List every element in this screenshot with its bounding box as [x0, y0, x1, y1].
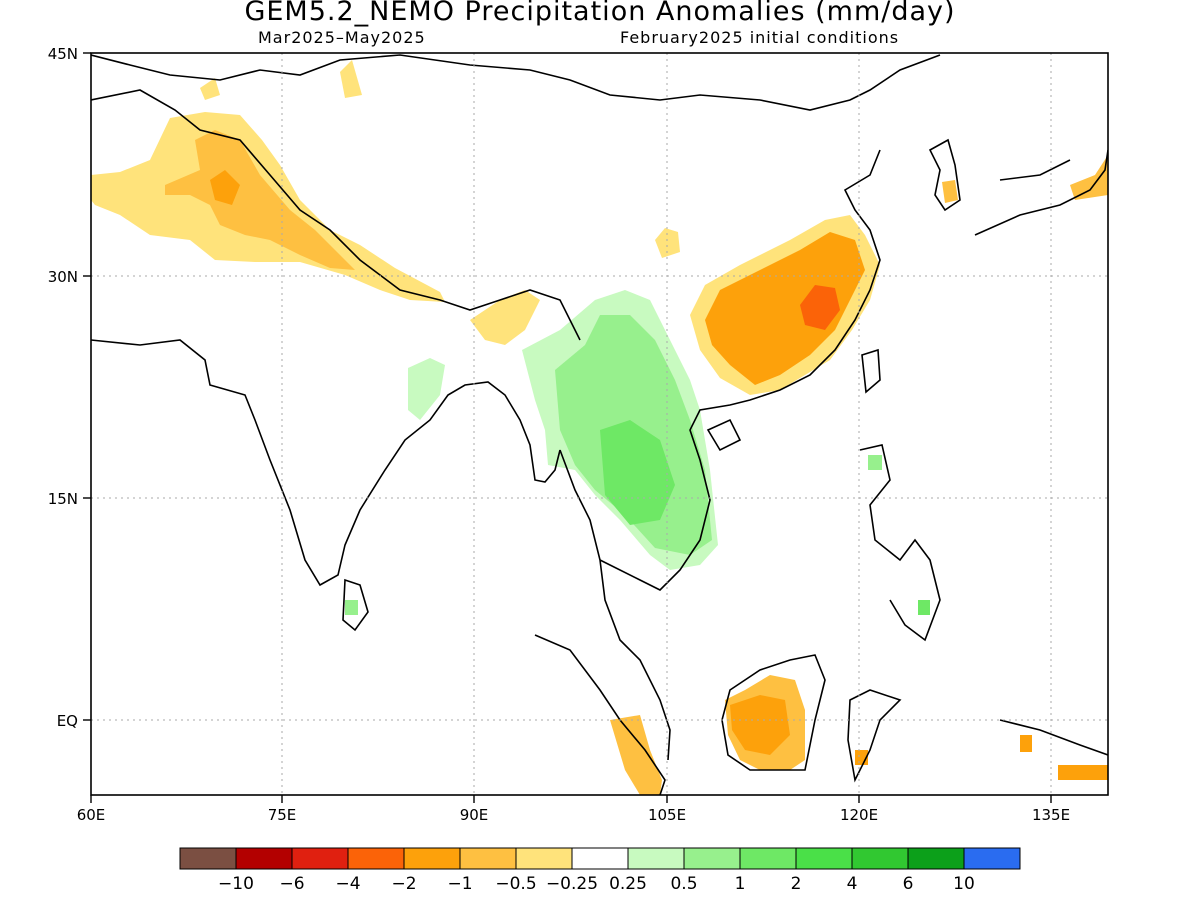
lon-tick-label: 75E [268, 806, 297, 824]
korea-coastline [928, 138, 961, 212]
lon-tick-label: 120E [840, 806, 878, 824]
lat-tick-label: EQ [57, 712, 78, 730]
anomaly-patch-sri-lanka [345, 600, 358, 615]
colorbar-label: 2 [791, 874, 802, 894]
colorbar-label: 6 [903, 874, 914, 894]
lat-tick-label: 15N [48, 490, 78, 508]
japan-coastline [974, 149, 1108, 236]
sri-lanka-coastline [342, 578, 369, 632]
colorbar-swatch [795, 847, 853, 870]
india-coastline [91, 339, 561, 587]
colorbar-swatch [291, 847, 349, 870]
anomaly-patch-bengal [408, 358, 445, 420]
anomaly-patch-sumatra [610, 715, 662, 795]
colorbar-swatch [459, 847, 517, 870]
colorbar-label: 1 [735, 874, 746, 894]
colorbar-swatch [571, 847, 629, 870]
colorbar-label: −0.25 [546, 874, 598, 894]
borneo-coastline [721, 654, 826, 771]
anomaly-patch-japan [1070, 155, 1108, 200]
colorbar-label: 4 [847, 874, 858, 894]
anomaly-patch-indochina-core [600, 420, 675, 525]
plot-frame [90, 52, 1109, 796]
anomaly-patch-borneo-core [730, 695, 790, 755]
chart-title: GEM5.2_NEMO Precipitation Anomalies (mm/… [244, 0, 956, 27]
period-subtitle: Mar2025–May2025 [258, 28, 426, 47]
anomaly-patch-kashmir-core [210, 170, 240, 205]
anomaly-field [91, 60, 1108, 795]
philippines-coastline [859, 444, 941, 642]
taiwan-coastline [861, 348, 881, 394]
colorbar: −10 −6 −4 −2 −1 −0.5 −0.25 0.25 0.5 1 2 4 6 10 [179, 847, 1021, 894]
colorbar-swatch [627, 847, 685, 870]
initial-conditions-subtitle: February2025 initial conditions [620, 28, 900, 47]
anomaly-patch-kyrgyz [340, 60, 362, 98]
anomaly-patch-se-china-max [800, 285, 840, 330]
indochina-coastline [559, 149, 881, 761]
colorbar-swatch [515, 847, 573, 870]
colorbar-label: −0.5 [495, 874, 536, 894]
lon-tick-label: 105E [648, 806, 686, 824]
anomaly-patch-korea [942, 180, 958, 203]
coastlines [91, 54, 1108, 795]
colorbar-swatch [851, 847, 909, 870]
anomaly-patch-se-china-core [705, 232, 865, 385]
colorbar-swatch [683, 847, 741, 870]
colorbar-label: 0.25 [609, 874, 647, 894]
anomaly-patch-kashmir [165, 130, 355, 270]
lon-tick-label: 90E [460, 806, 489, 824]
anomaly-patch-west-papua [1020, 735, 1032, 752]
colorbar-swatch [403, 847, 461, 870]
lat-tick-label: 45N [48, 45, 78, 63]
colorbar-swatch [907, 847, 965, 870]
lon-tick-label: 135E [1032, 806, 1070, 824]
hainan-coastline [706, 418, 742, 452]
colorbar-label: −10 [218, 874, 254, 894]
lat-tick-label: 30N [48, 268, 78, 286]
anomaly-patch-tajik [200, 78, 220, 100]
colorbar-swatch [179, 847, 237, 870]
colorbar-swatch [235, 847, 293, 870]
colorbar-swatch [347, 847, 405, 870]
colorbar-label: 0.5 [670, 874, 697, 894]
anomaly-patch-ne-india [470, 290, 540, 345]
tick-marks [83, 52, 1052, 803]
new-guinea-coastline [999, 719, 1108, 756]
anomaly-patch-luzon [868, 455, 882, 470]
himalaya-border [91, 89, 581, 341]
graticule [91, 53, 1108, 795]
colorbar-label: −4 [335, 874, 360, 894]
lon-tick-label: 60E [77, 806, 106, 824]
colorbar-label: −1 [447, 874, 472, 894]
colorbar-label: −6 [279, 874, 304, 894]
colorbar-label: 10 [953, 874, 975, 894]
colorbar-swatch [963, 847, 1021, 870]
sulawesi-coastline [847, 689, 902, 783]
anomaly-patch-mindanao [918, 600, 930, 615]
anomaly-patch-tibet [655, 228, 680, 258]
north-border [91, 54, 941, 111]
anomaly-patch-new-guinea [1058, 765, 1108, 780]
colorbar-label: −2 [391, 874, 416, 894]
colorbar-swatch [739, 847, 797, 870]
